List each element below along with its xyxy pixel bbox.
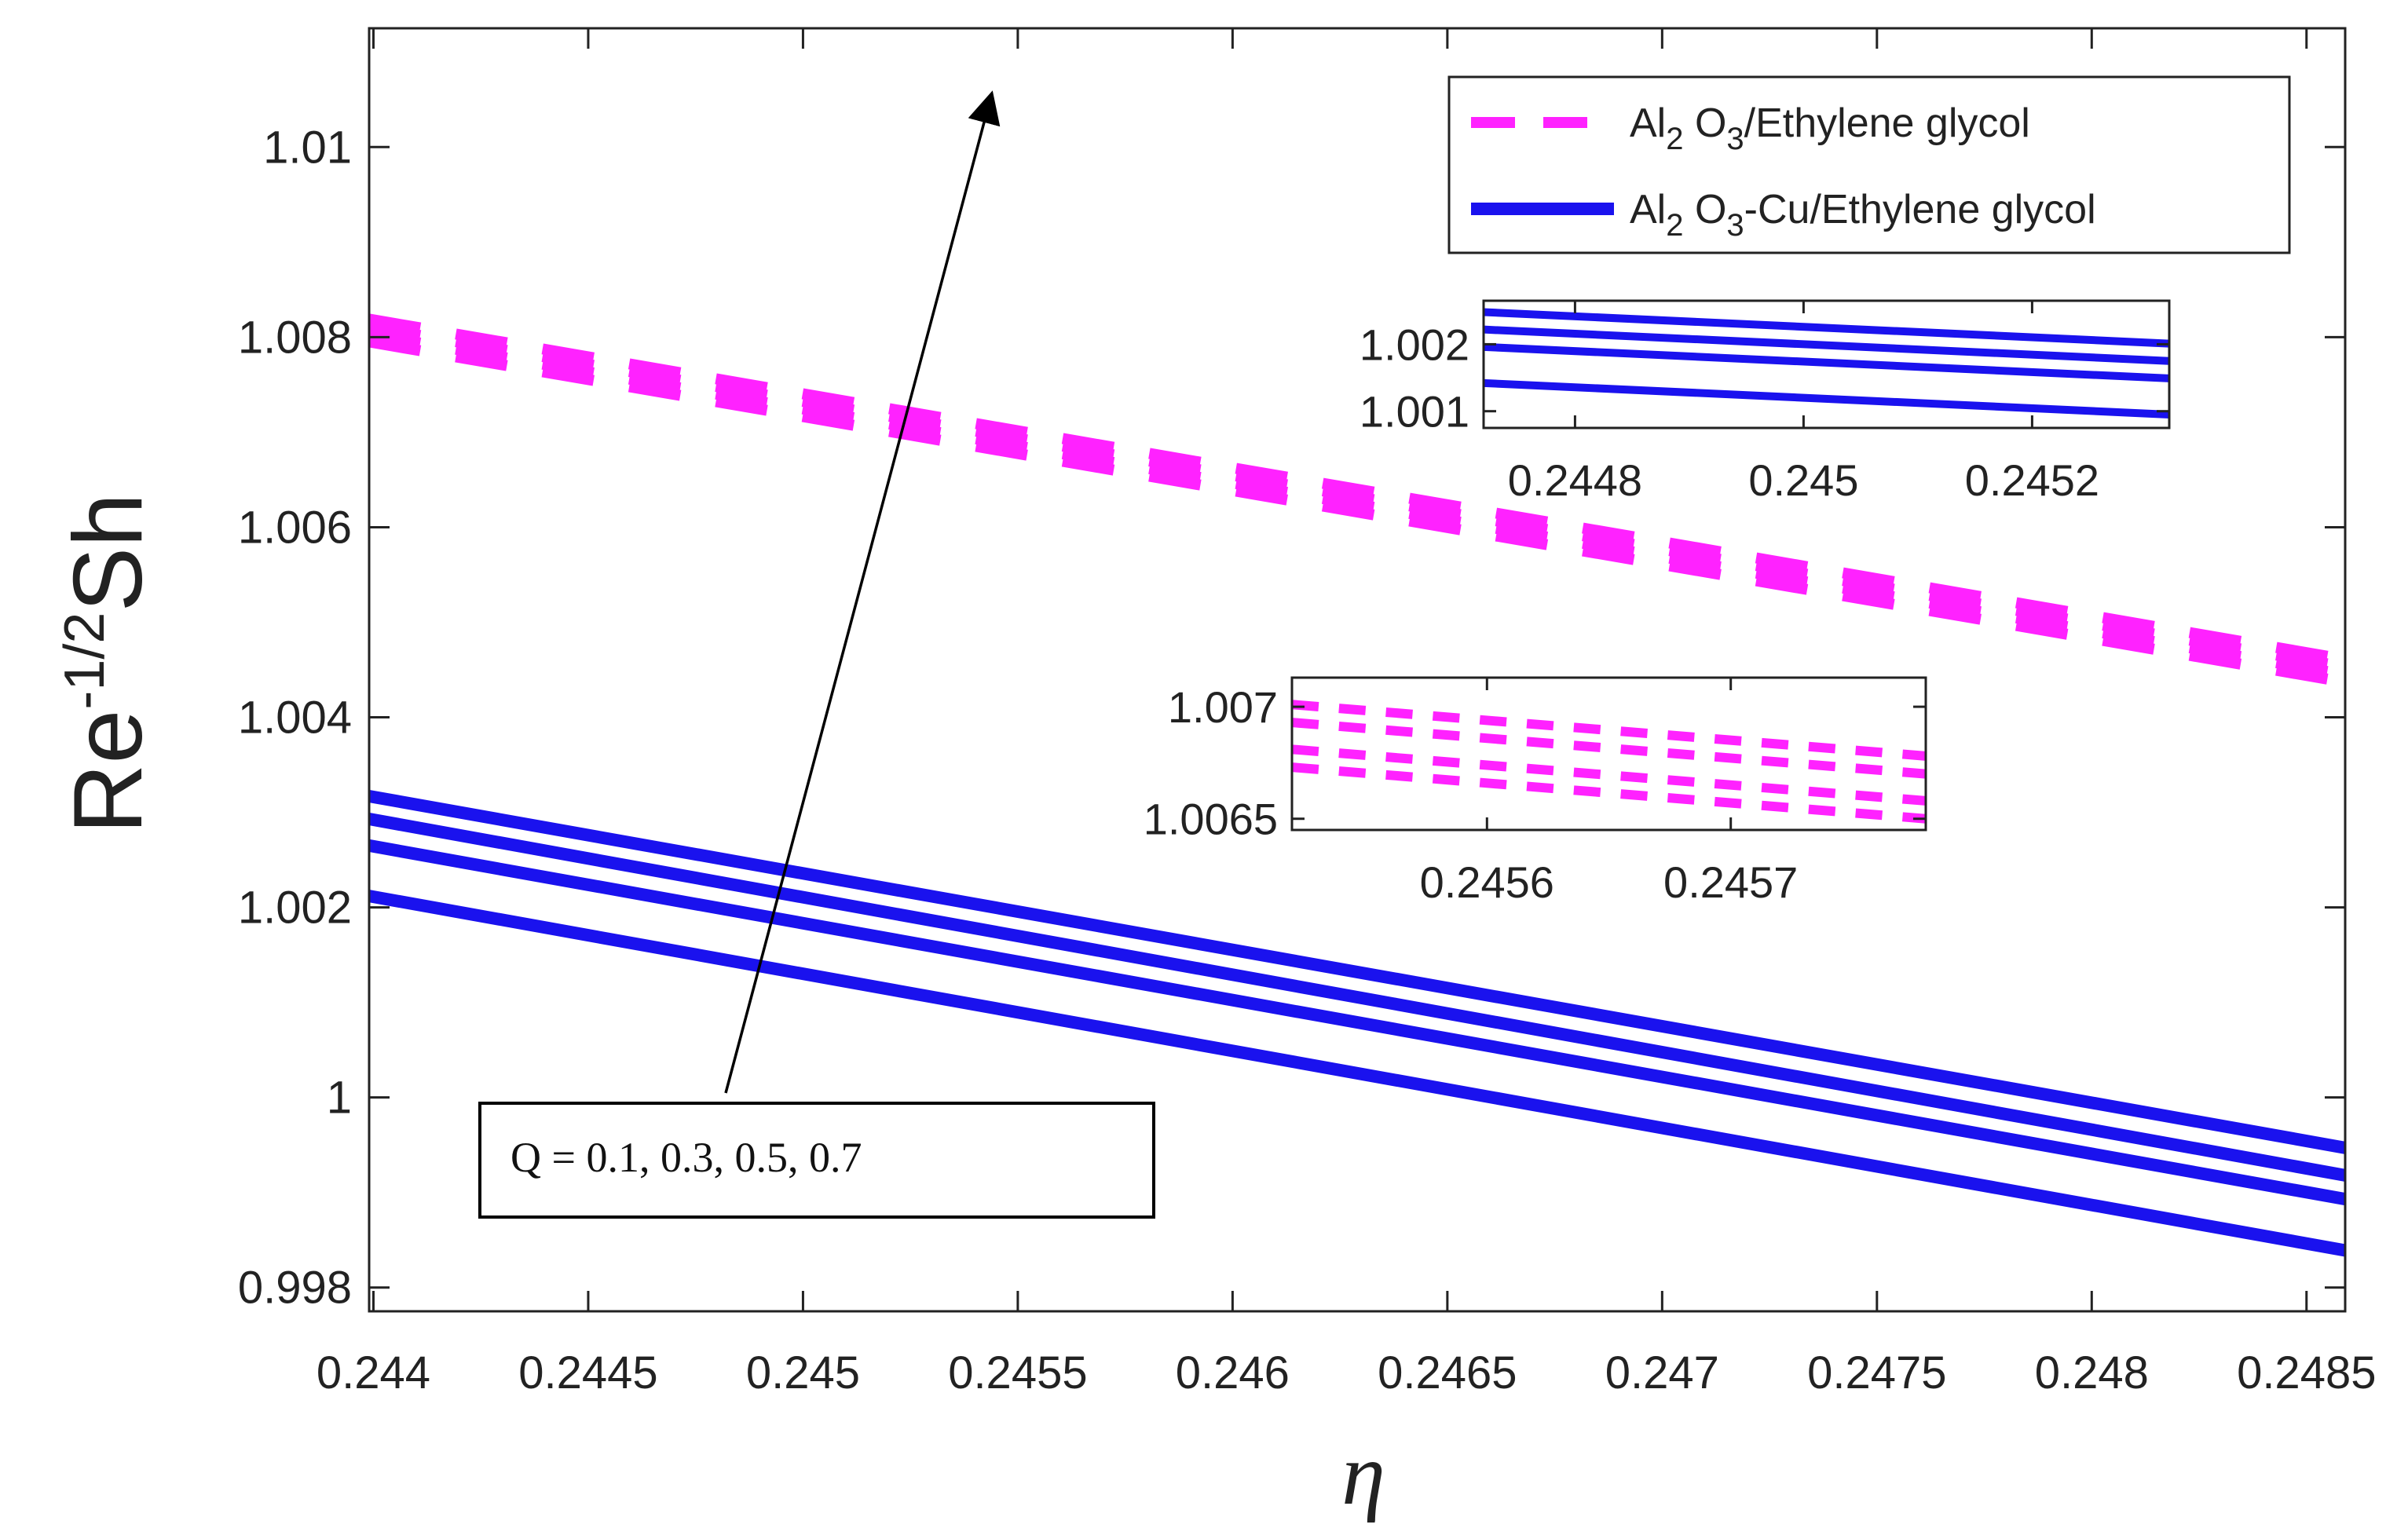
inset2-series-nanofluid-q-0_1 [1292,762,1926,824]
main-ytick-label: 0.998 [238,1263,352,1314]
inset1-xtick-label: 0.2452 [1965,455,2099,505]
inset1-series-hybrid-q-0_7 [1484,308,2169,348]
inset1-series-hybrid-q-0_1 [1484,378,2169,419]
main-xtick-label: 0.247 [1605,1347,1719,1398]
inset-nanofluid: 0.2456 0.2457 1.0065 1.007 [1144,676,1927,907]
main-series-nanofluid-q-0_1 [369,336,2345,688]
main-xtick-label: 0.2455 [948,1347,1087,1398]
main-xtick-label: 0.244 [317,1347,430,1398]
main-ytick-label: 1 [327,1073,352,1124]
inset1-axes-frame [1482,299,2171,430]
main-series-nanofluid-q-0_3 [369,328,2345,680]
svg-text:Re-1/2Sh: Re-1/2Sh [53,493,163,834]
main-xtick-label: 0.2475 [1807,1347,1946,1398]
main-axes-frame [368,27,2347,1313]
inset-hybrid-nanofluid: 0.2448 0.245 0.2452 1.001 1.002 [1360,299,2171,505]
inset1-series-hybrid-q-0_3 [1484,342,2169,382]
x-axis-label: η [1341,1426,1385,1523]
increase-arrow [724,90,1001,1094]
legend-label-hybrid: Al2 O3-Cu/Ethylene glycol [1630,187,2096,243]
inset1-xtick-label: 0.245 [1748,455,1858,505]
main-xtick-label: 0.2465 [1378,1347,1517,1398]
main-xtick-label: 0.2485 [2237,1347,2376,1398]
main-series-hybrid-q-0_1 [369,890,2345,1257]
inset1-xtick-label: 0.2448 [1508,455,1642,505]
main-ytick-label: 1.006 [238,502,352,553]
main-ytick-label: 1.002 [238,883,352,934]
inset2-series-nanofluid-q-0_7 [1292,700,1926,761]
y-axis-label: Re-1/2Sh [53,493,163,834]
inset2-axes-frame [1290,676,1927,832]
main-series-hybrid-q-0_5 [369,813,2345,1182]
main-xtick-label: 0.246 [1176,1347,1290,1398]
main-xtick-label: 0.248 [2035,1347,2149,1398]
main-ytick-label: 1.01 [263,122,352,173]
inset2-ytick-label: 1.007 [1168,682,1278,732]
main-series-hybrid-q-0_3 [369,839,2345,1206]
legend-box [1447,75,2291,254]
inset2-series-nanofluid-q-0_3 [1292,744,1926,806]
legend: Al2 O3/Ethylene glycol Al2 O3-Cu/Ethylene… [1447,75,2291,254]
main-xtick-label: 0.2445 [518,1347,657,1398]
main-ytick-label: 1.004 [238,693,352,744]
legend-label-nanofluid: Al2 O3/Ethylene glycol [1630,101,2030,156]
annotation-text: Q = 0.1, 0.3, 0.5, 0.7 [511,1134,862,1181]
inset2-xtick-label: 0.2457 [1663,857,1798,907]
main-ytick-label: 1.008 [238,312,352,363]
annotation-box [478,1102,1155,1219]
inset1-series-hybrid-q-0_5 [1484,325,2169,365]
inset1-ytick-label: 1.001 [1360,387,1469,437]
annotation: Q = 0.1, 0.3, 0.5, 0.7 [478,90,1155,1219]
inset2-series-nanofluid-q-0_5 [1292,718,1926,779]
main-series-nanofluid-q-0_5 [369,321,2345,673]
main-xtick-label: 0.245 [746,1347,860,1398]
inset2-xtick-label: 0.2456 [1420,857,1554,907]
inset2-ytick-label: 1.0065 [1144,795,1278,844]
main-series-nanofluid-q-0_7 [369,313,2345,665]
main-series-hybrid-q-0_7 [369,790,2345,1154]
inset1-ytick-label: 1.002 [1360,320,1469,369]
